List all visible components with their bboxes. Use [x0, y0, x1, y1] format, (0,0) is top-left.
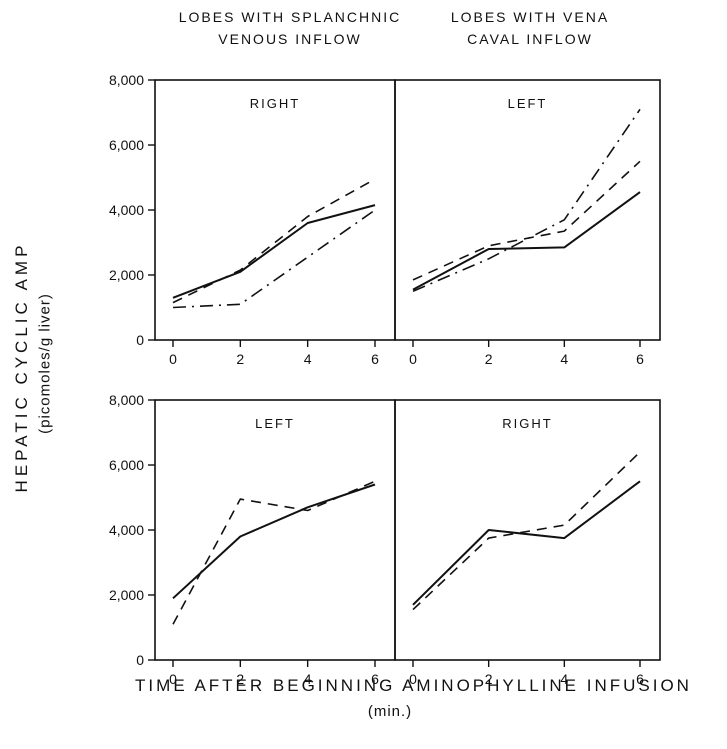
x-axis-label-units: (min.) — [367, 703, 413, 720]
chart-panel-1: RIGHT 0 2 4 6 0 2,000 4,000 6,000 8,000 — [109, 72, 396, 367]
y-tick-label: 0 — [136, 332, 144, 348]
chart-panel-3: LEFT 0 2 4 6 0 2,000 4,000 6,000 8,000 — [109, 392, 396, 687]
y-tick-label: 0 — [136, 652, 144, 668]
y-tick-label: 4,000 — [109, 202, 144, 218]
panel-title: LEFT — [508, 96, 548, 111]
x-tick-label: 0 — [409, 671, 417, 687]
x-tick-label: 0 — [169, 351, 177, 367]
x-tick-label: 0 — [409, 351, 417, 367]
panel-title: LEFT — [255, 416, 295, 431]
panel-title: RIGHT — [250, 96, 300, 111]
x-tick-label: 6 — [636, 671, 644, 687]
x-tick-label: 2 — [485, 351, 493, 367]
x-tick-label: 4 — [304, 671, 312, 687]
x-tick-label: 4 — [560, 351, 568, 367]
series-line-solid — [412, 480, 641, 606]
x-tick-label: 4 — [560, 671, 568, 687]
y-tick-label: 4,000 — [109, 522, 144, 538]
x-tick-label: 4 — [304, 351, 312, 367]
series-line-solid — [172, 483, 376, 600]
panel-title: RIGHT — [502, 416, 552, 431]
series-line-dashed — [172, 178, 376, 304]
chart-panel-4: RIGHT 0 2 4 6 — [394, 399, 661, 687]
chart-panel-2: LEFT 0 2 4 6 — [394, 79, 661, 367]
x-tick-label: 2 — [236, 671, 244, 687]
x-axis-label: TIME AFTER BEGINNING AMINOPHYLLINE INFUS… — [135, 676, 692, 695]
y-tick-label: 6,000 — [109, 137, 144, 153]
column-header-splanchnic: LOBES WITH SPLANCHNIC VENOUS INFLOW — [178, 9, 402, 47]
x-tick-label: 6 — [371, 351, 379, 367]
column-header-vena-caval: LOBES WITH VENA CAVAL INFLOW — [450, 9, 610, 47]
y-tick-label: 8,000 — [109, 392, 144, 408]
x-tick-label: 6 — [636, 351, 644, 367]
y-tick-label: 6,000 — [109, 457, 144, 473]
panel-frame — [394, 79, 661, 341]
y-tick-label: 2,000 — [109, 267, 144, 283]
series-line-dashdot — [172, 209, 376, 309]
x-tick-label: 0 — [169, 671, 177, 687]
series-line-dashed — [172, 480, 376, 625]
y-tick-label: 8,000 — [109, 72, 144, 88]
series-line-solid — [172, 204, 376, 299]
x-tick-label: 2 — [236, 351, 244, 367]
x-tick-label: 6 — [371, 671, 379, 687]
series-line-solid — [412, 191, 641, 291]
y-tick-label: 2,000 — [109, 587, 144, 603]
series-line-dashed — [412, 451, 641, 611]
panel-frame — [154, 399, 396, 661]
panel-frame — [394, 399, 661, 661]
series-line-dashed — [412, 160, 641, 281]
x-tick-label: 2 — [485, 671, 493, 687]
